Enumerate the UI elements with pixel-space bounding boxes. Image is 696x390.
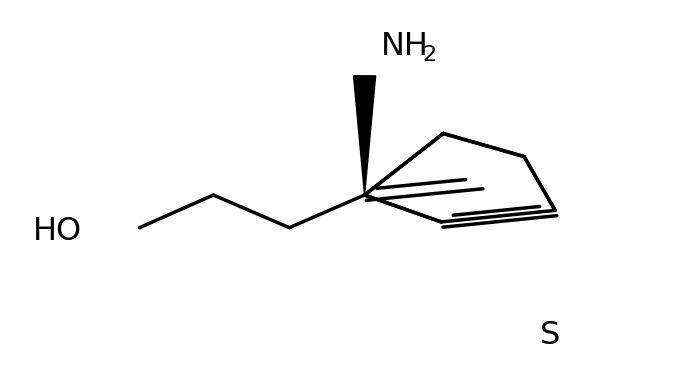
Text: NH: NH — [381, 31, 429, 62]
Text: S: S — [540, 320, 560, 351]
Polygon shape — [354, 76, 376, 195]
Text: HO: HO — [33, 216, 82, 247]
Text: 2: 2 — [422, 45, 436, 65]
